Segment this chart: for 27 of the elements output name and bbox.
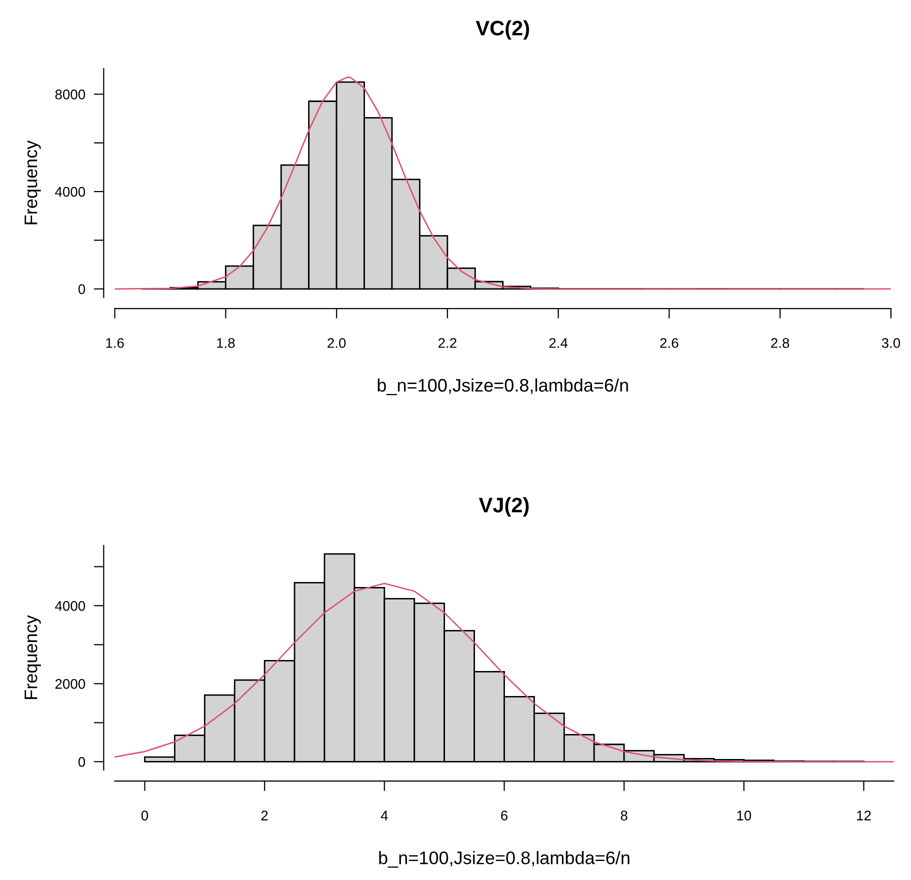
x-tick-label: 1.6 — [106, 338, 124, 348]
y-tick-label: 4000 — [55, 186, 86, 197]
x-tick-label: 4 — [380, 810, 388, 820]
y-axis-title: Frequency — [24, 615, 41, 699]
y-tick-label: 2000 — [55, 679, 86, 689]
x-tick-label: 2 — [261, 810, 268, 820]
x-tick-label: 2.4 — [549, 338, 568, 348]
x-tick-label: 2.8 — [771, 338, 790, 348]
x-tick-label: 2.0 — [328, 338, 346, 348]
y-tick-label: 0 — [78, 757, 86, 767]
x-tick-label: 8 — [620, 810, 628, 820]
x-tick-label: 3.0 — [882, 338, 900, 348]
x-tick-label: 2.6 — [660, 338, 678, 348]
y-tick-label: 0 — [78, 284, 86, 294]
x-tick-label: 2.2 — [438, 338, 456, 348]
x-axis-title: b_n=100,Jsize=0.8,lambda=6/n — [378, 378, 628, 396]
x-tick-label: 6 — [501, 810, 508, 820]
chart-title: VC(2) — [476, 20, 530, 40]
x-tick-label: 1.8 — [217, 338, 235, 348]
y-tick-label: 4000 — [55, 601, 86, 611]
y-tick-label: 8000 — [55, 90, 86, 100]
x-tick-label: 10 — [737, 810, 752, 820]
y-axis-title: Frequency — [24, 140, 41, 224]
chart-title: VJ(2) — [478, 497, 529, 517]
x-tick-label: 12 — [857, 810, 871, 820]
x-tick-label: 0 — [141, 810, 148, 820]
x-axis-title: b_n=100,Jsize=0.8,lambda=6/n — [379, 851, 630, 868]
